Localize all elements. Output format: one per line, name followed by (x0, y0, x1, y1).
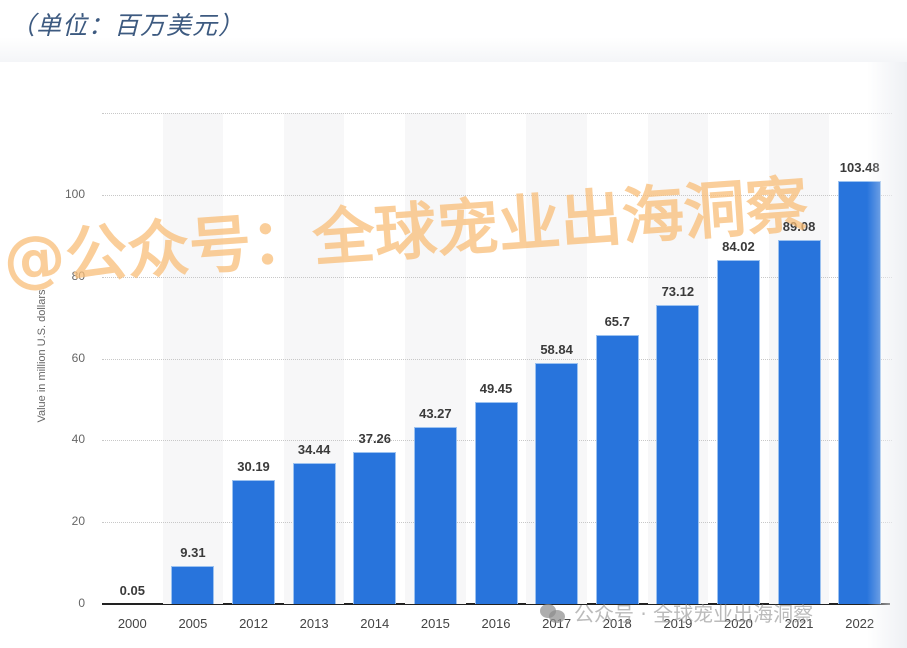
bar-value-label: 0.05 (119, 582, 145, 598)
y-tick-label: 20 (71, 514, 85, 529)
gridline (102, 113, 892, 114)
bar-value-label: 84.02 (722, 239, 755, 255)
bar-value-label: 43.27 (419, 405, 452, 421)
bar-2021[interactable] (777, 239, 821, 604)
header: （单位：百万美元） (0, 0, 907, 62)
bar-value-label: 49.45 (479, 380, 513, 396)
bar-value-label: 37.26 (358, 430, 392, 446)
x-tick-label: 2014 (360, 616, 390, 631)
y-axis-label: Value in million U.S. dollars (36, 289, 48, 423)
bar-value-label: 9.31 (180, 544, 206, 560)
bar-2012[interactable] (232, 480, 276, 604)
y-tick-label: 80 (71, 268, 85, 283)
x-tick-label: 2000 (117, 616, 147, 631)
y-tick-label: 0 (78, 596, 85, 610)
bar-2005[interactable] (171, 565, 215, 604)
gridline (102, 358, 892, 360)
bar-2019[interactable] (656, 304, 700, 604)
x-tick-label: 2018 (602, 616, 632, 631)
bar-2015[interactable] (413, 426, 457, 604)
bar-value-label: 34.44 (297, 442, 331, 458)
x-tick-label: 2015 (420, 616, 450, 631)
x-tick-label: 2019 (663, 616, 693, 631)
bar-2018[interactable] (595, 335, 639, 604)
y-tick-label: 60 (71, 350, 85, 365)
x-tick-label: 2017 (542, 616, 572, 631)
x-tick-label: 2012 (239, 616, 268, 631)
bar-value-label: 73.12 (661, 283, 695, 299)
bar-value-label: 30.19 (237, 459, 270, 475)
gridline (102, 194, 892, 196)
bar-2016[interactable] (474, 401, 518, 604)
bar-2020[interactable] (716, 260, 760, 604)
x-tick-label: 2016 (481, 616, 511, 631)
bar-2013[interactable] (292, 463, 336, 604)
x-tick-label: 2020 (723, 616, 753, 631)
x-tick-label: 2005 (178, 616, 208, 631)
unit-title: （单位：百万美元） (10, 11, 245, 40)
right-fade (867, 62, 907, 648)
y-tick-label: 100 (64, 186, 85, 201)
bar-2017[interactable] (535, 363, 579, 604)
y-tick-label: 40 (71, 432, 85, 447)
bar-value-label: 65.7 (604, 314, 630, 330)
x-tick-label: 2022 (845, 616, 875, 631)
bar-value-label: 89.08 (782, 218, 816, 234)
bar-value-label: 58.84 (540, 342, 573, 358)
x-axis-baseline (102, 603, 890, 605)
x-tick-label: 2021 (784, 616, 814, 631)
x-tick-label: 2013 (299, 616, 329, 631)
bar-2014[interactable] (353, 451, 397, 604)
gridline (102, 276, 892, 278)
